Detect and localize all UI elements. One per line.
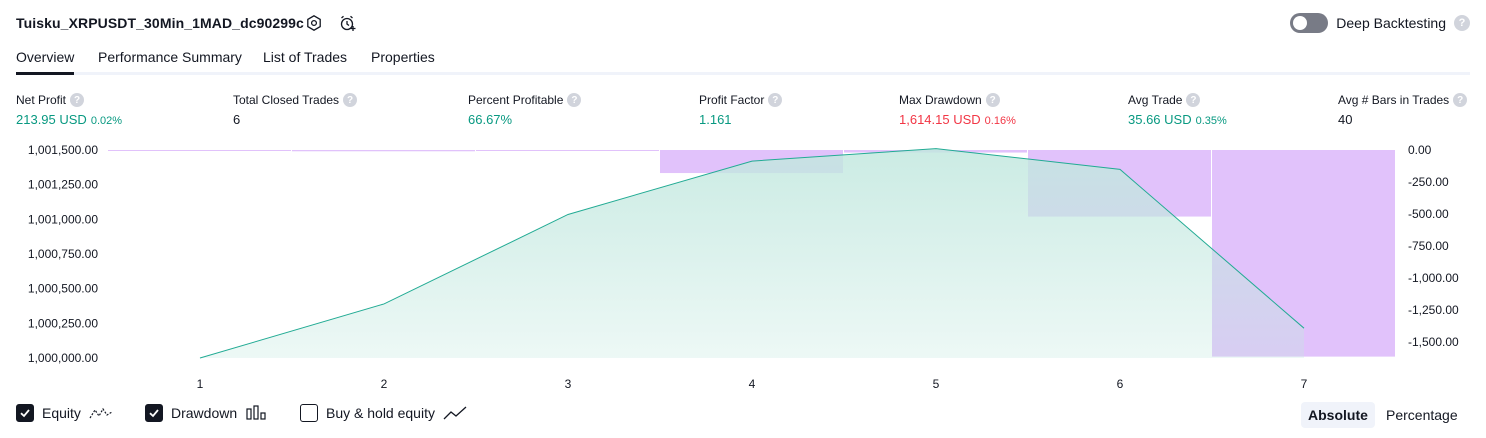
left-axis-tick-label: 1,000,750.00: [28, 247, 98, 261]
metric-percent: 0.16%: [984, 115, 1016, 127]
report-tabs: Overview Performance Summary List of Tra…: [16, 46, 1470, 75]
add-alert-icon[interactable]: [338, 13, 358, 33]
x-axis-tick-label: 2: [381, 377, 388, 391]
metric-label: Max Drawdown: [899, 93, 982, 107]
tab-properties[interactable]: Properties: [371, 49, 435, 65]
equity-drawdown-chart[interactable]: 1,000,000.00 1,000,250.00 1,000,500.00 1,00…: [0, 140, 1486, 395]
metric-percent: 0.02%: [90, 115, 123, 127]
drawdown-bar-1[interactable]: [108, 150, 291, 151]
metric-value: 40: [1338, 112, 1353, 127]
help-icon[interactable]: ?: [1454, 15, 1470, 31]
x-axis-tick-label: 3: [565, 377, 572, 391]
help-icon[interactable]: ?: [1186, 93, 1201, 107]
right-axis-tick-label: -250.00: [1408, 175, 1449, 189]
gear-icon[interactable]: [304, 13, 324, 33]
metric-total-closed-trades: Total Closed Trades? 6: [233, 93, 358, 127]
metric-label: Net Profit: [16, 93, 67, 107]
check-icon: [16, 404, 34, 422]
metric-avg-bars-in-trades: Avg # Bars in Trades? 40: [1338, 93, 1468, 127]
drawdown-checkbox[interactable]: Drawdown: [145, 404, 267, 422]
x-axis-tick-label: 1: [197, 377, 204, 391]
metric-value: 66.67%: [468, 112, 513, 127]
metric-percent: 0.35%: [1195, 115, 1227, 127]
summary-metrics: Net Profit? 213.95 USD 0.02% Total Closed…: [0, 93, 1486, 133]
absolute-mode-button[interactable]: Absolute: [1301, 402, 1375, 428]
strategy-title: Tuisku_XRPUSDT_30Min_1MAD_dc90299c: [16, 15, 304, 31]
help-icon[interactable]: ?: [985, 93, 1000, 107]
buy-hold-line-icon: [443, 406, 467, 420]
check-icon: [145, 404, 163, 422]
metric-value: 1.161: [699, 112, 732, 127]
deep-backtesting-label: Deep Backtesting: [1336, 15, 1446, 31]
metric-percent-profitable: Percent Profitable? 66.67%: [468, 93, 582, 127]
right-axis-tick-label: -1,000.00: [1408, 271, 1459, 285]
help-icon[interactable]: ?: [343, 93, 358, 107]
right-axis-tick-label: -1,250.00: [1408, 303, 1459, 317]
metric-value: 213.95 USD: [16, 112, 87, 127]
tab-performance-summary[interactable]: Performance Summary: [98, 49, 242, 65]
metric-label: Percent Profitable: [468, 93, 564, 107]
deep-backtesting-toggle[interactable]: [1290, 13, 1329, 33]
metric-label: Avg # Bars in Trades: [1338, 93, 1450, 107]
metric-profit-factor: Profit Factor? 1.161: [699, 93, 783, 127]
metric-net-profit: Net Profit? 213.95 USD 0.02%: [16, 93, 122, 127]
left-axis-tick-label: 1,001,500.00: [28, 143, 98, 157]
buy-hold-checkbox[interactable]: Buy & hold equity: [300, 404, 467, 422]
metric-label: Total Closed Trades: [233, 93, 340, 107]
drawdown-bar-2[interactable]: [292, 150, 475, 152]
x-axis-tick-label: 7: [1301, 377, 1308, 391]
right-axis-tick-label: -750.00: [1408, 239, 1449, 253]
left-axis-tick-label: 1,000,000.00: [28, 351, 98, 365]
metric-value: 1,614.15 USD: [899, 112, 981, 127]
left-axis-tick-label: 1,001,000.00: [28, 212, 98, 226]
metric-max-drawdown: Max Drawdown? 1,614.15 USD 0.16%: [899, 93, 1016, 127]
toggle-knob: [1293, 16, 1308, 30]
metric-label: Profit Factor: [699, 93, 765, 107]
metric-value: 6: [233, 112, 241, 127]
metric-value: 35.66 USD: [1128, 112, 1192, 127]
x-axis-tick-label: 4: [749, 377, 756, 391]
buy-hold-label: Buy & hold equity: [326, 405, 435, 421]
drawdown-bar-3[interactable]: [476, 150, 659, 151]
left-axis-tick-label: 1,001,250.00: [28, 178, 98, 192]
drawdown-bars-icon: [246, 405, 266, 420]
help-icon[interactable]: ?: [1453, 93, 1468, 107]
metric-label: Avg Trade: [1128, 93, 1183, 107]
help-icon[interactable]: ?: [70, 93, 85, 107]
equity-checkbox[interactable]: Equity: [16, 404, 113, 422]
equity-line-icon: [89, 407, 113, 419]
tab-overview[interactable]: Overview: [16, 49, 75, 75]
percentage-mode-button[interactable]: Percentage: [1386, 407, 1458, 423]
tab-list-of-trades[interactable]: List of Trades: [263, 49, 348, 65]
equity-area: [200, 148, 1304, 358]
help-icon[interactable]: ?: [567, 93, 582, 107]
checkbox-empty: [300, 404, 318, 422]
left-axis-tick-label: 1,000,250.00: [28, 316, 98, 330]
right-axis-tick-label: -1,500.00: [1408, 335, 1459, 349]
right-axis-tick-label: -500.00: [1408, 207, 1449, 221]
metric-avg-trade: Avg Trade? 35.66 USD 0.35%: [1128, 93, 1227, 127]
equity-chart[interactable]: 1,000,000.00 1,000,250.00 1,000,500.00 1,00…: [0, 140, 1486, 395]
equity-label: Equity: [42, 405, 81, 421]
chart-controls: Equity Drawdown Buy & hold equity Absolu…: [0, 402, 1486, 428]
deep-backtesting: Deep Backtesting ?: [1290, 13, 1470, 33]
left-axis-tick-label: 1,000,500.00: [28, 282, 98, 296]
right-axis-tick-label: 0.00: [1408, 143, 1432, 157]
x-axis-tick-label: 5: [933, 377, 940, 391]
x-axis-tick-label: 6: [1117, 377, 1124, 391]
help-icon[interactable]: ?: [768, 93, 783, 107]
drawdown-label: Drawdown: [171, 405, 238, 421]
report-header: Tuisku_XRPUSDT_30Min_1MAD_dc90299c Deep …: [0, 0, 1486, 46]
